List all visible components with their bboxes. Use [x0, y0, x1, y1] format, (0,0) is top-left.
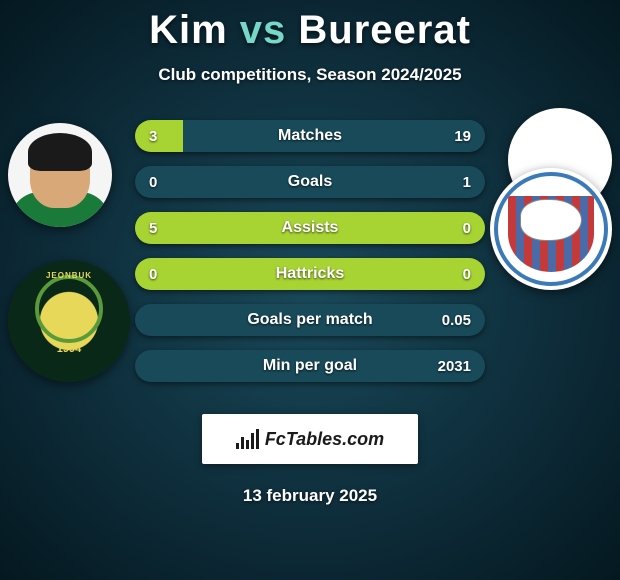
stat-value-player1: 0 — [149, 266, 157, 283]
stat-label: Goals — [288, 173, 332, 191]
stat-label: Min per goal — [263, 357, 357, 375]
fctables-logo: FcTables.com — [202, 414, 418, 464]
stat-row: Min per goal 2031 — [135, 350, 485, 382]
stat-value-player2: 0 — [463, 266, 471, 283]
player1-name: Kim — [149, 8, 228, 52]
stat-value-player1: 0 — [149, 174, 157, 191]
stat-row: Goals per match 0.05 — [135, 304, 485, 336]
stat-value-player2: 2031 — [438, 358, 471, 375]
club1-name: JEONBUK — [11, 271, 127, 280]
stat-row: 3 Matches 19 — [135, 120, 485, 152]
comparison-title: Kim vs Bureerat — [0, 0, 620, 53]
player2-name: Bureerat — [298, 8, 471, 52]
stat-row: 5 Assists 0 — [135, 212, 485, 244]
stat-label: Goals per match — [247, 311, 372, 329]
stat-label: Assists — [282, 219, 339, 237]
vs-text: vs — [240, 8, 287, 52]
player1-photo — [8, 123, 112, 227]
stat-value-player2: 1 — [463, 174, 471, 191]
stat-value-player1: 3 — [149, 128, 157, 145]
subtitle: Club competitions, Season 2024/2025 — [0, 65, 620, 85]
club-badge-player2 — [490, 168, 612, 290]
stat-value-player1: 5 — [149, 220, 157, 237]
fctables-text: FcTables.com — [265, 429, 384, 450]
stat-value-player2: 19 — [454, 128, 471, 145]
stat-label: Matches — [278, 127, 342, 145]
stat-value-player2: 0.05 — [442, 312, 471, 329]
stat-value-player2: 0 — [463, 220, 471, 237]
date-text: 13 february 2025 — [0, 486, 620, 506]
club1-year: 1994 — [11, 343, 127, 355]
stat-row: 0 Hattricks 0 — [135, 258, 485, 290]
stat-label: Hattricks — [276, 265, 344, 283]
club-badge-player1: JEONBUK 1994 — [8, 260, 130, 382]
stat-row: 0 Goals 1 — [135, 166, 485, 198]
chart-icon — [236, 429, 259, 449]
